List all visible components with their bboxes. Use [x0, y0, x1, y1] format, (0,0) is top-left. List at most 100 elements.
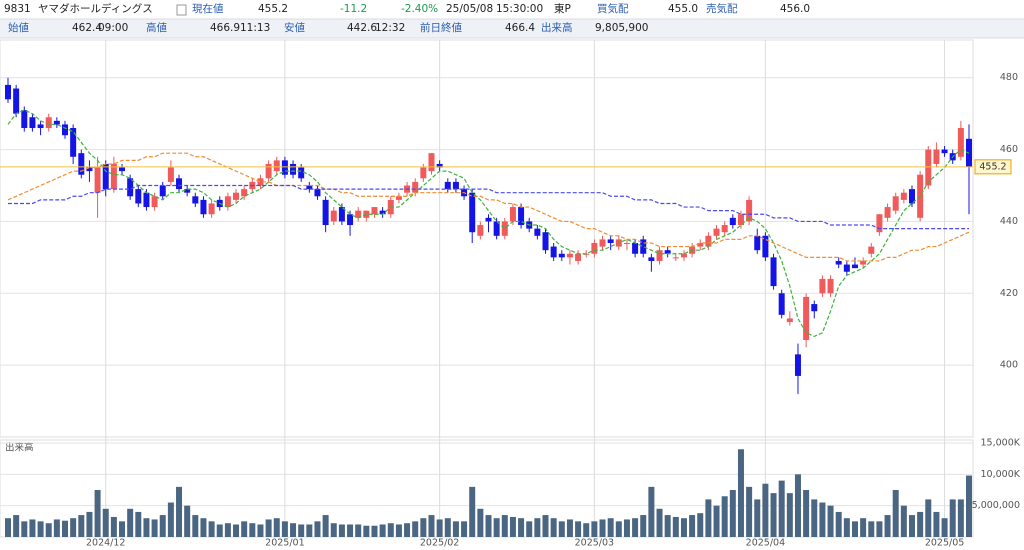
- header-row: [0, 19, 1024, 38]
- volume-bar: [648, 486, 655, 537]
- candle-body: [5, 84, 11, 100]
- volume-bar: [892, 490, 899, 537]
- candle-body: [819, 278, 826, 294]
- candle-body: [119, 167, 126, 172]
- candle-body: [412, 181, 419, 193]
- candle-body: [184, 189, 191, 193]
- y-tick-label: 400: [1000, 360, 1018, 371]
- volume-bar: [737, 449, 744, 537]
- volume-bar: [664, 515, 671, 537]
- volume-bar: [721, 496, 728, 537]
- volume-bar: [485, 515, 492, 537]
- candle-body: [664, 250, 671, 254]
- volume-bar: [184, 505, 191, 537]
- volume-bar: [387, 523, 394, 537]
- volume-bar: [615, 521, 622, 537]
- candle-body: [868, 246, 875, 254]
- volume-bar: [672, 516, 679, 537]
- candle-body: [176, 178, 183, 190]
- volume-bar: [786, 493, 793, 537]
- candle-body: [876, 214, 883, 233]
- volume-bar: [135, 511, 142, 537]
- candle-body: [778, 293, 785, 315]
- candle-body: [941, 149, 948, 154]
- volume-bar: [21, 521, 28, 537]
- candle-body: [851, 264, 858, 269]
- candle-body: [729, 217, 736, 226]
- time: 11:13: [240, 22, 271, 34]
- volume-tick-label: 15,000K: [981, 438, 1021, 449]
- volume-bar: [607, 518, 614, 537]
- value: 466.9: [210, 22, 241, 34]
- candle-body: [566, 253, 573, 258]
- volume-bar: [811, 499, 818, 537]
- candle-body: [697, 242, 704, 247]
- volume-bar: [746, 486, 753, 537]
- label: 前日終値: [420, 22, 462, 34]
- candle-body: [86, 167, 93, 172]
- value: 456.0: [780, 3, 811, 15]
- volume-bar: [493, 518, 500, 537]
- candle-body: [452, 181, 459, 190]
- volume-bar: [778, 480, 785, 537]
- volume-bar: [509, 516, 516, 537]
- candle-body: [640, 239, 647, 254]
- candle-body: [754, 235, 761, 251]
- candle-body: [672, 257, 679, 259]
- candle-body: [224, 196, 231, 208]
- candle-body: [29, 117, 36, 129]
- candle-body: [705, 235, 712, 247]
- volume-bar: [680, 518, 687, 537]
- time: 15:30:00: [496, 3, 544, 15]
- candle-body: [21, 110, 28, 129]
- candle-body: [811, 304, 818, 312]
- x-tick-label: 2025/04: [746, 538, 785, 549]
- candle-body: [835, 260, 842, 265]
- volume-bar: [884, 515, 891, 537]
- candle-body: [680, 253, 687, 258]
- volume-bar: [452, 521, 459, 537]
- volume-bar: [110, 516, 117, 537]
- candle-body: [607, 239, 614, 243]
- candle-body: [485, 217, 492, 222]
- candle-body: [192, 196, 199, 204]
- volume-bar: [827, 505, 834, 537]
- volume-bar: [949, 499, 956, 537]
- volume-bar: [876, 521, 883, 537]
- candle-body: [518, 207, 525, 226]
- candle-body: [379, 210, 386, 215]
- volume-bar: [290, 523, 297, 537]
- candle-body: [233, 192, 240, 200]
- candle-body: [648, 257, 655, 261]
- volume-bar: [656, 508, 663, 537]
- volume-bar: [428, 515, 435, 537]
- volume-bar: [477, 508, 484, 537]
- volume-bar: [379, 524, 386, 537]
- value: 455.2: [258, 3, 289, 15]
- candle-body: [925, 149, 932, 186]
- candle-body: [265, 163, 272, 179]
- candle-body: [444, 181, 451, 190]
- volume-bar: [330, 523, 337, 537]
- candle-body: [290, 163, 297, 175]
- value: 466.4: [505, 22, 536, 34]
- volume-bar: [412, 521, 419, 537]
- candle-body: [908, 189, 915, 204]
- volume-bar: [404, 523, 411, 537]
- candle-body: [509, 207, 516, 222]
- time: 12:32: [375, 22, 406, 34]
- candle-body: [110, 163, 117, 190]
- volume-bar: [689, 515, 696, 537]
- value: 462.4: [72, 22, 103, 34]
- candle-body: [477, 225, 484, 236]
- candle-body: [70, 128, 77, 157]
- value: 9,805,900: [595, 22, 649, 34]
- volume-bar: [819, 502, 826, 537]
- candle-body: [338, 207, 345, 222]
- volume-bar: [355, 524, 362, 537]
- candle-body: [257, 178, 264, 186]
- candle-body: [892, 196, 899, 211]
- volume-bar: [119, 521, 126, 537]
